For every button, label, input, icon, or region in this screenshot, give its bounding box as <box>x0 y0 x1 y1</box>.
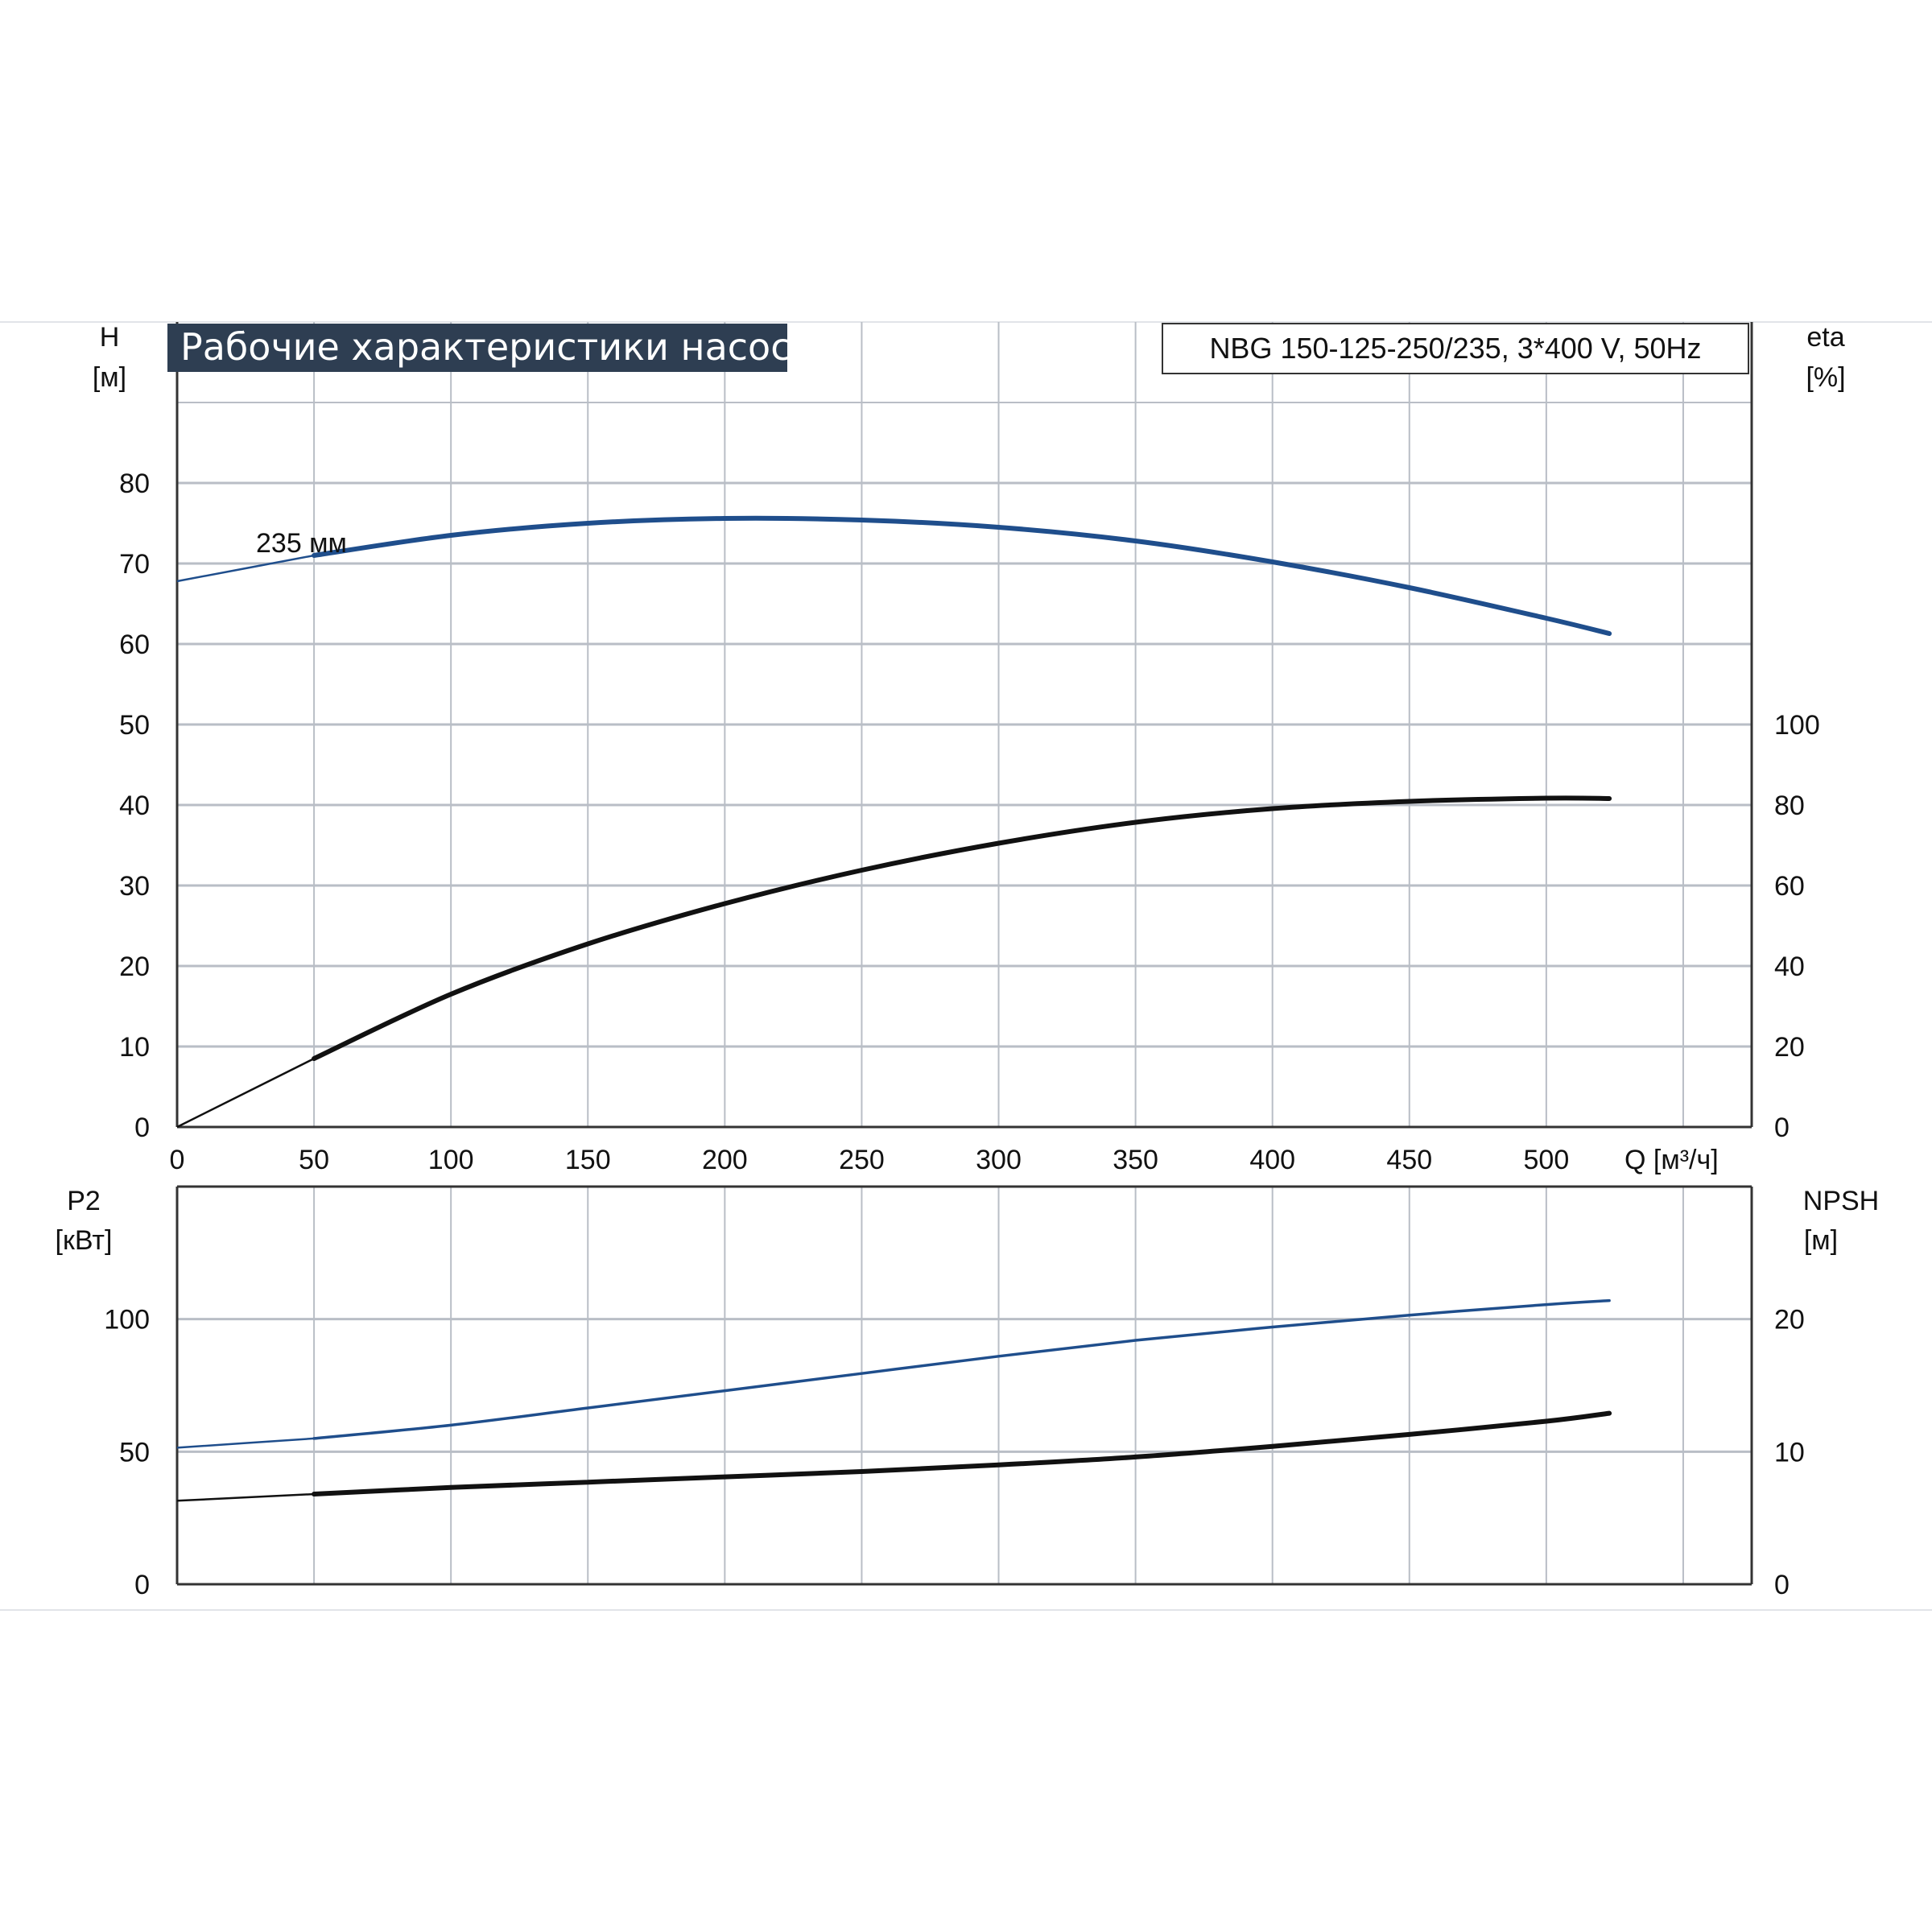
x-tick-label: 400 <box>1249 1145 1295 1175</box>
y-right-tick-label: 10 <box>1774 1437 1805 1468</box>
y-right-tick-label: 0 <box>1774 1570 1790 1600</box>
title-banner <box>167 324 787 372</box>
x-tick-label: 50 <box>299 1145 329 1175</box>
p2-axis-title: P2 <box>67 1186 101 1216</box>
npsh-curve <box>312 1410 1612 1496</box>
x-tick-label: 350 <box>1113 1145 1158 1175</box>
p2-axis-unit: [кВт] <box>56 1225 113 1256</box>
x-tick-label: 250 <box>839 1145 885 1175</box>
power-curve <box>312 1298 1611 1440</box>
x-tick-label: 100 <box>428 1145 474 1175</box>
npsh-axis-title: NPSH <box>1803 1186 1879 1216</box>
y-left-tick-label: 70 <box>119 549 150 580</box>
y-right-tick-label: 0 <box>1774 1113 1790 1143</box>
head-curve-extension <box>176 554 315 583</box>
y-left-tick-label: 100 <box>104 1305 150 1335</box>
q-axis-title: Q [м³/ч] <box>1624 1145 1719 1175</box>
curves <box>176 515 1612 1502</box>
y-right-tick-label: 100 <box>1774 710 1820 741</box>
npsh-curve-extension <box>176 1492 315 1502</box>
eta-axis-title: eta <box>1806 322 1844 353</box>
y-right-tick-label: 20 <box>1774 1305 1805 1335</box>
y-right-tick-label: 80 <box>1774 791 1805 821</box>
eta-axis-unit: [%] <box>1806 362 1845 393</box>
efficiency-curve-extension <box>176 1057 315 1129</box>
top-grid <box>175 322 1753 1129</box>
efficiency-curve <box>312 795 1612 1061</box>
y-left-tick-label: 20 <box>119 952 150 982</box>
y-right-tick-label: 20 <box>1774 1032 1805 1063</box>
chart-title: Рабочие характеристики насоса <box>180 325 814 369</box>
x-tick-label: 200 <box>702 1145 748 1175</box>
model-label: NBG 150-125-250/235, 3*400 V, 50Hz <box>1209 332 1701 365</box>
y-left-tick-label: 40 <box>119 791 150 821</box>
impeller-diameter-label: 235 мм <box>256 528 347 559</box>
y-left-tick-label: 0 <box>134 1113 150 1143</box>
x-tick-label: 450 <box>1386 1145 1432 1175</box>
x-tick-label: 500 <box>1524 1145 1570 1175</box>
y-left-tick-label: 30 <box>119 871 150 902</box>
power-curve-extension <box>176 1437 315 1449</box>
bottom-grid <box>175 1185 1753 1586</box>
x-tick-label: 0 <box>170 1145 185 1175</box>
h-axis-title: H <box>100 322 120 353</box>
x-tick-label: 150 <box>565 1145 611 1175</box>
x-tick-label: 300 <box>976 1145 1022 1175</box>
y-left-tick-label: 10 <box>119 1032 150 1063</box>
h-axis-unit: [м] <box>93 362 126 393</box>
y-left-tick-label: 0 <box>134 1570 150 1600</box>
y-left-tick-label: 50 <box>119 710 150 741</box>
head-curve <box>312 515 1612 636</box>
y-left-tick-label: 50 <box>119 1437 150 1468</box>
model-box <box>1162 323 1749 374</box>
y-right-tick-label: 40 <box>1774 952 1805 982</box>
y-right-tick-label: 60 <box>1774 871 1805 902</box>
npsh-axis-unit: [м] <box>1804 1225 1838 1256</box>
y-left-tick-label: 80 <box>119 469 150 499</box>
y-left-tick-label: 60 <box>119 630 150 660</box>
